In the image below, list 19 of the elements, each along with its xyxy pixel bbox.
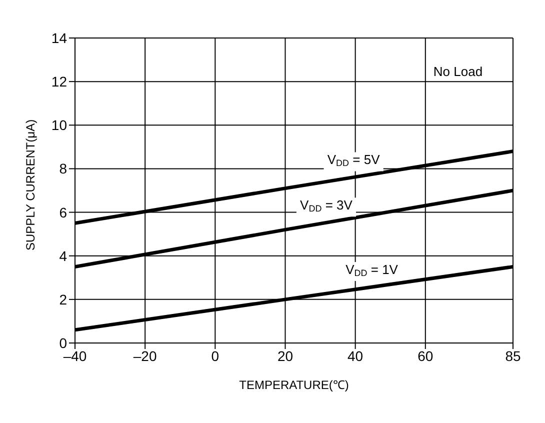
y-tick-label: 14	[51, 30, 68, 46]
y-tick-label: 8	[59, 160, 68, 177]
series-label: V$_{DD}$ = 1V	[346, 262, 398, 278]
series-label: V$_{DD}$ = 3V	[300, 198, 353, 214]
y-tick-label: 10	[51, 117, 68, 134]
y-tick-label: 4	[59, 248, 68, 264]
y-tick-label: 12	[51, 74, 68, 90]
x-tick-label: –20	[133, 348, 157, 364]
y-axis-title: SUPPLY CURRENT(μA)	[23, 119, 38, 250]
x-tick-label: 20	[277, 348, 294, 364]
y-tick-label: 2	[59, 291, 68, 308]
x-axis-title: TEMPERATURE(℃)	[239, 378, 349, 392]
series-label: V$_{DD}$ = 5V	[327, 152, 380, 168]
x-tick-label: 60	[418, 348, 434, 364]
annotation: No Load	[431, 63, 485, 80]
y-tick-label: 6	[59, 204, 68, 220]
x-tick-label: 85	[505, 348, 521, 364]
x-tick-label: 40	[348, 348, 364, 364]
x-tick-label: 0	[211, 348, 220, 364]
